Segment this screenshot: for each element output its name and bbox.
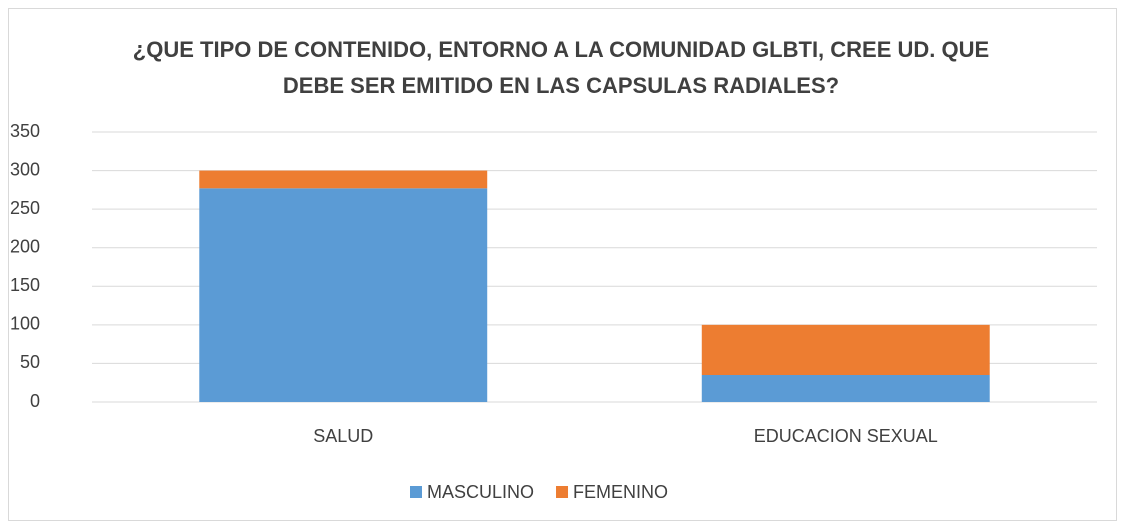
legend-label: FEMENINO [573, 482, 668, 502]
chart-frame [8, 8, 1117, 521]
y-tick-label: 50 [20, 352, 40, 372]
y-tick-label: 0 [30, 391, 40, 411]
y-tick-label: 150 [10, 275, 40, 295]
legend-swatch [556, 486, 569, 498]
legend-label: MASCULINO [427, 482, 534, 502]
y-tick-label: 250 [10, 198, 40, 218]
chart-title: ¿QUE TIPO DE CONTENIDO, ENTORNO A LA COM… [132, 37, 990, 98]
legend-swatch [410, 486, 422, 498]
x-tick-label: EDUCACION SEXUAL [754, 426, 938, 446]
bar-segment [199, 188, 488, 402]
y-tick-label: 300 [10, 159, 40, 179]
x-tick-label: SALUD [313, 426, 373, 446]
y-tick-label: 100 [10, 314, 40, 334]
bar-segment [701, 375, 990, 402]
bar-segment [199, 170, 488, 189]
y-tick-label: 200 [10, 236, 40, 256]
y-tick-label: 350 [10, 121, 40, 141]
bar-segment [701, 324, 990, 375]
